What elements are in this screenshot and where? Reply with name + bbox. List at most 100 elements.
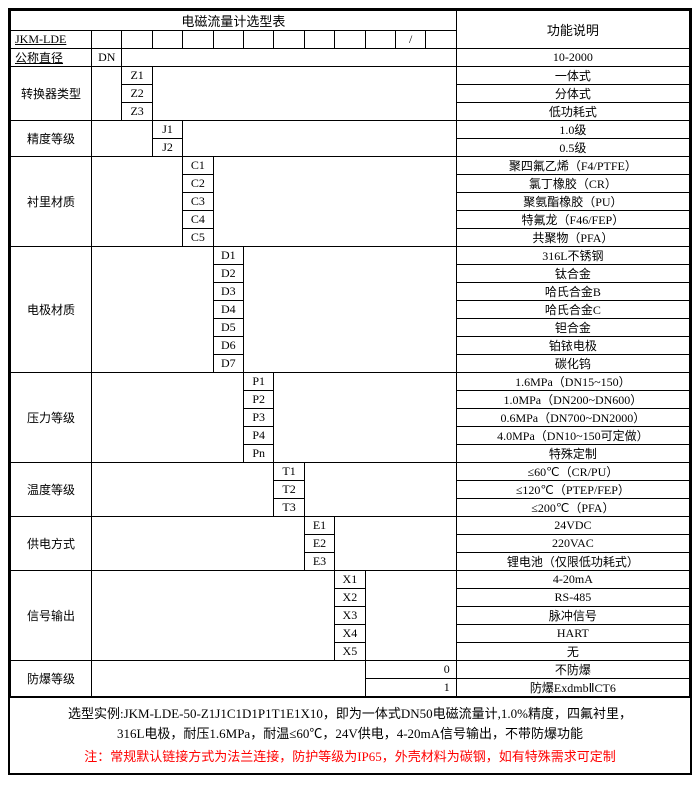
desc-cell: 特殊定制: [456, 445, 689, 463]
spacer: [213, 157, 456, 247]
desc-cell: RS-485: [456, 589, 689, 607]
code-cell: X1: [335, 571, 365, 589]
code-cell: Pn: [244, 445, 274, 463]
desc-cell: 哈氏合金B: [456, 283, 689, 301]
code-cell: D6: [213, 337, 243, 355]
code-cell: P3: [244, 409, 274, 427]
desc-cell: 低功耗式: [456, 103, 689, 121]
desc-cell: 分体式: [456, 85, 689, 103]
example-line-2: 316L电极，耐压1.6MPa，耐温≤60℃，24V供电，4-20mA信号输出，…: [20, 724, 680, 744]
desc-cell: 无: [456, 643, 689, 661]
pressure-label: 压力等级: [11, 373, 92, 463]
table-title: 电磁流量计选型表: [11, 11, 457, 31]
desc-cell: 220VAC: [456, 535, 689, 553]
code-cell: D4: [213, 301, 243, 319]
code-cell: D2: [213, 265, 243, 283]
desc-cell: 1.6MPa（DN15~150）: [456, 373, 689, 391]
model-code: JKM-LDE: [11, 31, 92, 49]
code-cell: E2: [304, 535, 334, 553]
desc-header: 功能说明: [456, 11, 689, 49]
spacer: [244, 247, 457, 373]
converter-label: 转换器类型: [11, 67, 92, 121]
desc-cell: 钛合金: [456, 265, 689, 283]
code-cell: D1: [213, 247, 243, 265]
desc-cell: 哈氏合金C: [456, 301, 689, 319]
code-cell: P2: [244, 391, 274, 409]
code-cell: D5: [213, 319, 243, 337]
slot: [365, 31, 395, 49]
dn-code: DN: [92, 49, 122, 67]
spacer: [92, 463, 274, 517]
code-cell: X2: [335, 589, 365, 607]
code-cell: T2: [274, 481, 304, 499]
slot: [213, 31, 243, 49]
code-cell: X4: [335, 625, 365, 643]
slot: [426, 31, 456, 49]
example-line-1: 选型实例:JKM-LDE-50-Z1J1C1D1P1T1E1X10，即为一体式D…: [20, 704, 680, 724]
desc-cell: 锂电池（仅限低功耗式）: [456, 553, 689, 571]
desc-cell: 防爆ExdmbⅡCT6: [456, 679, 689, 697]
spacer: [152, 67, 456, 121]
desc-cell: 共聚物（PFA）: [456, 229, 689, 247]
code-cell: Z2: [122, 85, 152, 103]
dn-desc: 10-2000: [456, 49, 689, 67]
code-cell: T3: [274, 499, 304, 517]
code-cell: E3: [304, 553, 334, 571]
spacer: [274, 373, 456, 463]
slot: [122, 31, 152, 49]
spacer: [365, 571, 456, 661]
code-cell: J2: [152, 139, 182, 157]
spacer: [92, 157, 183, 247]
code-cell: 1: [365, 679, 456, 697]
desc-cell: 1.0MPa（DN200~DN600）: [456, 391, 689, 409]
electrode-label: 电极材质: [11, 247, 92, 373]
slot: [335, 31, 365, 49]
code-cell: D7: [213, 355, 243, 373]
code-cell: Z3: [122, 103, 152, 121]
spacer: [92, 373, 244, 463]
code-cell: E1: [304, 517, 334, 535]
footer: 选型实例:JKM-LDE-50-Z1J1C1D1P1T1E1X10，即为一体式D…: [10, 697, 690, 773]
code-cell: C4: [183, 211, 213, 229]
desc-cell: ≤200℃（PFA）: [456, 499, 689, 517]
desc-cell: 特氟龙（F46/FEP）: [456, 211, 689, 229]
code-cell: C5: [183, 229, 213, 247]
code-cell: C1: [183, 157, 213, 175]
temp-label: 温度等级: [11, 463, 92, 517]
lining-label: 衬里材质: [11, 157, 92, 247]
desc-cell: 聚氨酯橡胶（PU）: [456, 193, 689, 211]
desc-cell: 1.0级: [456, 121, 689, 139]
code-cell: C3: [183, 193, 213, 211]
spacer: [92, 661, 366, 697]
desc-cell: HART: [456, 625, 689, 643]
code-cell: X3: [335, 607, 365, 625]
desc-cell: 聚四氟乙烯（F4/PTFE）: [456, 157, 689, 175]
desc-cell: 脉冲信号: [456, 607, 689, 625]
spacer: [92, 571, 335, 661]
slot: [92, 31, 122, 49]
code-cell: C2: [183, 175, 213, 193]
slot: [274, 31, 304, 49]
signal-label: 信号输出: [11, 571, 92, 661]
code-cell: 0: [365, 661, 456, 679]
desc-cell: 氯丁橡胶（CR）: [456, 175, 689, 193]
accuracy-label: 精度等级: [11, 121, 92, 157]
exproof-label: 防爆等级: [11, 661, 92, 697]
desc-cell: ≤120℃（PTEP/FEP）: [456, 481, 689, 499]
slot: [183, 31, 213, 49]
spacer: [183, 121, 457, 157]
code-cell: T1: [274, 463, 304, 481]
power-label: 供电方式: [11, 517, 92, 571]
spacer: [335, 517, 457, 571]
desc-cell: ≤60℃（CR/PU）: [456, 463, 689, 481]
desc-cell: 0.5级: [456, 139, 689, 157]
spacer: [92, 517, 305, 571]
desc-cell: 24VDC: [456, 517, 689, 535]
code-cell: D3: [213, 283, 243, 301]
footer-note: 注：常规默认链接方式为法兰连接，防护等级为IP65，外壳材料为碳钢，如有特殊需求…: [20, 747, 680, 767]
spacer: [304, 463, 456, 517]
desc-cell: 0.6MPa（DN700~DN2000）: [456, 409, 689, 427]
slot: [304, 31, 334, 49]
code-cell: X5: [335, 643, 365, 661]
desc-cell: 铂铱电极: [456, 337, 689, 355]
